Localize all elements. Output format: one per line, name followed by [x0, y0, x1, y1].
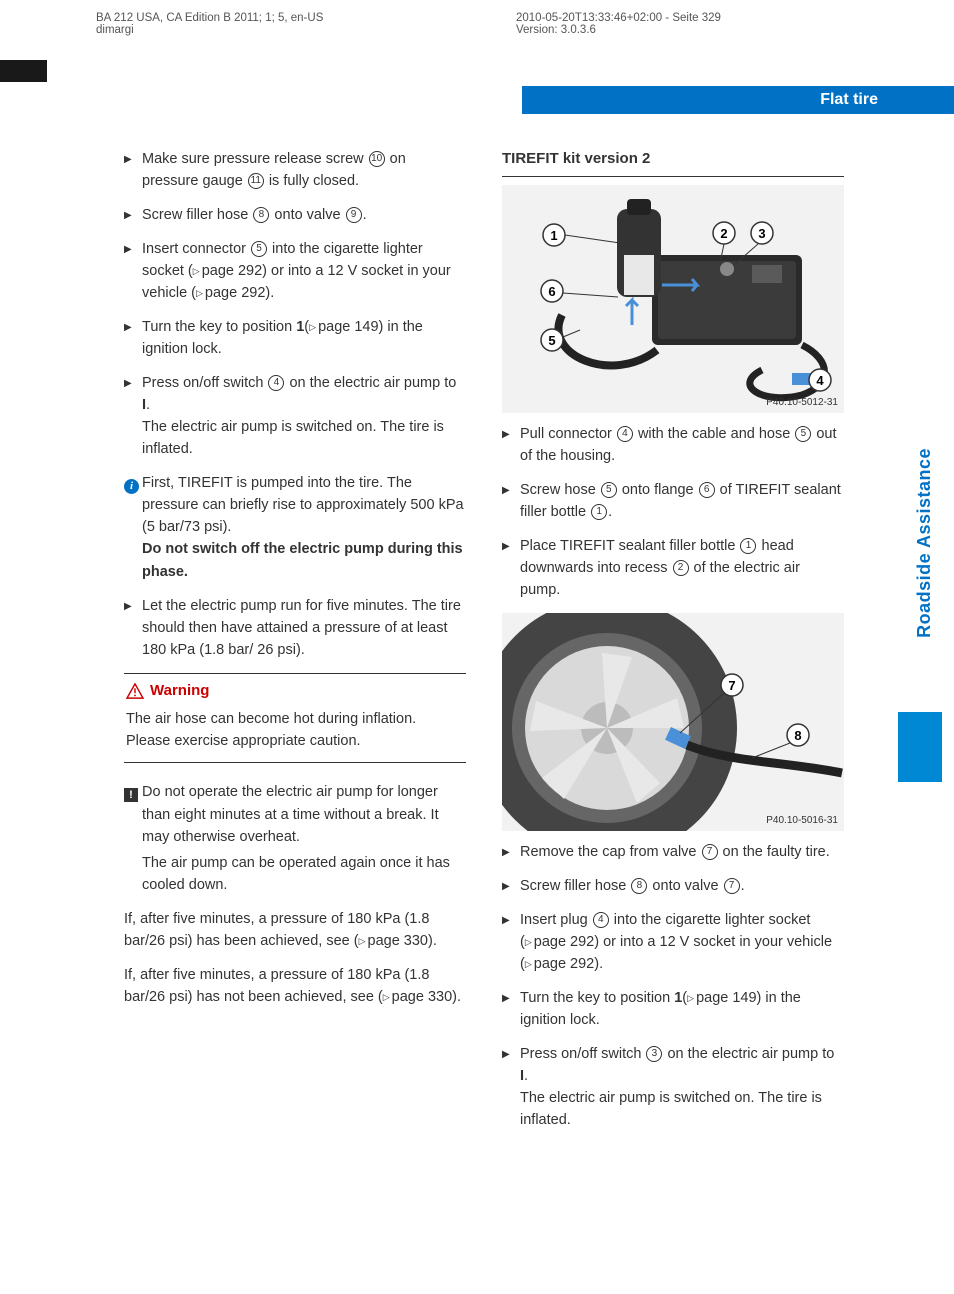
step-bullet-icon	[124, 238, 142, 304]
left-column: Make sure pressure release screw 10 on p…	[124, 148, 466, 1143]
svg-text:8: 8	[794, 728, 801, 743]
step: Press on/off switch 3 on the electric ai…	[502, 1043, 844, 1131]
warning-body: The air hose can become hot during infla…	[126, 708, 464, 752]
step: Let the electric pump run for five minut…	[124, 595, 466, 661]
callout-5: 5	[601, 482, 617, 498]
caution-note: ! Do not operate the electric air pump f…	[124, 781, 466, 847]
step-bullet-icon	[124, 316, 142, 360]
callout-5: 5	[795, 426, 811, 442]
xref: page 330	[359, 933, 428, 949]
crop-mark	[0, 60, 47, 82]
callout-5: 5	[251, 241, 267, 257]
callout-10: 10	[369, 151, 385, 167]
warning-box: Warning The air hose can become hot duri…	[124, 673, 466, 764]
figure-1: 1 2 3 4 5 6 P40.10-5012-31	[502, 185, 844, 413]
step: Turn the key to position 1(page 149) in …	[502, 987, 844, 1031]
step: Insert plug 4 into the cigarette lighter…	[502, 909, 844, 975]
callout-6: 6	[699, 482, 715, 498]
callout-9: 9	[346, 207, 362, 223]
meta-right-2: Version: 3.0.3.6	[516, 24, 721, 36]
callout-1: 1	[740, 538, 756, 554]
info-icon: i	[124, 472, 142, 582]
figure-code: P40.10-5012-31	[766, 395, 838, 410]
callout-7: 7	[702, 844, 718, 860]
step-bullet-icon	[124, 148, 142, 192]
section-title: Flat tire	[820, 86, 878, 114]
xref: page 292	[525, 934, 594, 950]
caution-cont: The air pump can be operated again once …	[142, 852, 466, 896]
callout-4: 4	[268, 375, 284, 391]
step-bullet-icon	[502, 479, 520, 523]
svg-text:5: 5	[548, 333, 555, 348]
svg-text:1: 1	[550, 228, 557, 243]
xref: page 292	[193, 263, 262, 279]
doc-meta: BA 212 USA, CA Edition B 2011; 1; 5, en-…	[0, 0, 954, 42]
subsection-title: TIREFIT kit version 2	[502, 148, 844, 177]
meta-right-1: 2010-05-20T13:33:46+02:00 - Seite 329	[516, 12, 721, 24]
info-note: i First, TIREFIT is pumped into the tire…	[124, 472, 466, 582]
step-bullet-icon	[502, 841, 520, 863]
step: Place TIREFIT sealant filler bottle 1 he…	[502, 535, 844, 601]
xref: page 330	[383, 989, 452, 1005]
callout-2: 2	[673, 560, 689, 576]
step-bullet-icon	[502, 535, 520, 601]
xref: page 292	[525, 956, 594, 972]
callout-7: 7	[724, 878, 740, 894]
page-number: 329	[900, 86, 928, 114]
meta-left-1: BA 212 USA, CA Edition B 2011; 1; 5, en-…	[96, 12, 516, 24]
step: Screw filler hose 8 onto valve 9.	[124, 204, 466, 226]
paragraph: If, after five minutes, a pressure of 18…	[124, 908, 466, 952]
step-bullet-icon	[124, 595, 142, 661]
callout-8: 8	[253, 207, 269, 223]
warning-triangle-icon	[126, 683, 144, 699]
step-bullet-icon	[502, 875, 520, 897]
svg-text:7: 7	[728, 678, 735, 693]
svg-text:3: 3	[758, 226, 765, 241]
side-section-label: Roadside Assistance	[914, 448, 936, 638]
step-bullet-icon	[124, 204, 142, 226]
side-tab	[898, 712, 942, 782]
figure-code: P40.10-5016-31	[766, 813, 838, 828]
step-bullet-icon	[502, 987, 520, 1031]
callout-11: 11	[248, 173, 264, 189]
step: Pull connector 4 with the cable and hose…	[502, 423, 844, 467]
step: Screw hose 5 onto flange 6 of TIREFIT se…	[502, 479, 844, 523]
callout-4: 4	[593, 912, 609, 928]
xref: page 149	[309, 319, 378, 335]
warning-heading: Warning	[126, 680, 464, 703]
step: Insert connector 5 into the cigarette li…	[124, 238, 466, 304]
svg-text:4: 4	[816, 373, 824, 388]
svg-text:6: 6	[548, 284, 555, 299]
svg-text:2: 2	[720, 226, 727, 241]
step-bullet-icon	[502, 1043, 520, 1131]
step-bullet-icon	[502, 423, 520, 467]
step: Remove the cap from valve 7 on the fault…	[502, 841, 844, 863]
xref: page 292	[196, 285, 265, 301]
paragraph: If, after five minutes, a pressure of 18…	[124, 964, 466, 1008]
xref: page 149	[687, 990, 756, 1006]
step-bullet-icon	[124, 372, 142, 460]
right-column: TIREFIT kit version 2 1	[502, 148, 844, 1143]
step: Screw filler hose 8 onto valve 7.	[502, 875, 844, 897]
callout-8: 8	[631, 878, 647, 894]
header-band	[522, 86, 954, 114]
step: Turn the key to position 1(page 149) in …	[124, 316, 466, 360]
callout-4: 4	[617, 426, 633, 442]
exclamation-icon: !	[124, 781, 142, 847]
callout-1: 1	[591, 504, 607, 520]
meta-left-2: dimargi	[96, 24, 516, 36]
step: Press on/off switch 4 on the electric ai…	[124, 372, 466, 460]
step-bullet-icon	[502, 909, 520, 975]
callout-3: 3	[646, 1046, 662, 1062]
step: Make sure pressure release screw 10 on p…	[124, 148, 466, 192]
figure-2: 7 8 P40.10-5016-31	[502, 613, 844, 831]
